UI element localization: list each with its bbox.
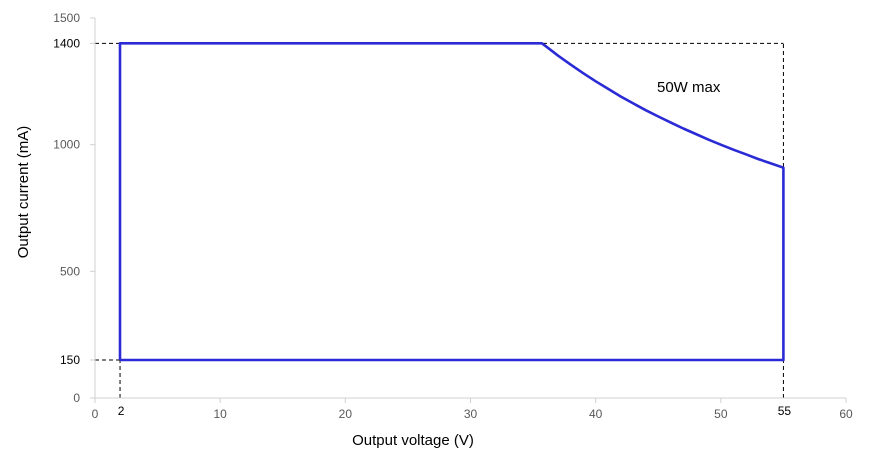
series-layer (118, 41, 785, 362)
x-tick-label: 20 (339, 407, 353, 421)
axes (90, 17, 847, 403)
y-axis-title: Output current (mA) (15, 126, 32, 259)
y-tick-label: 1400 (53, 36, 80, 50)
series-line (118, 41, 785, 362)
y-tick-label: 1000 (53, 138, 80, 152)
x-tick-label: 60 (839, 407, 853, 421)
x-tick-label: 30 (464, 407, 478, 421)
x-tick-label: 0 (92, 407, 99, 421)
x-tick-label: 50 (714, 407, 728, 421)
x-tick-label-extra: 55 (778, 404, 792, 418)
x-tick-label-extra: 2 (118, 404, 125, 418)
annotation-50w-max: 50W max (657, 79, 721, 96)
x-tick-label: 40 (589, 407, 603, 421)
y-tick-label: 0 (73, 391, 80, 405)
x-tick-label: 10 (213, 407, 227, 421)
y-tick-label: 1500 (53, 11, 80, 25)
x-axis-title: Output voltage (V) (352, 432, 474, 449)
y-tick-label: 500 (60, 264, 80, 278)
tick-labels: 0 10 20 30 40 50 60 2 55 0 150 500 1000 1400 1500 (53, 11, 853, 421)
reference-lines (95, 42, 784, 398)
y-tick-label: 150 (60, 353, 80, 367)
